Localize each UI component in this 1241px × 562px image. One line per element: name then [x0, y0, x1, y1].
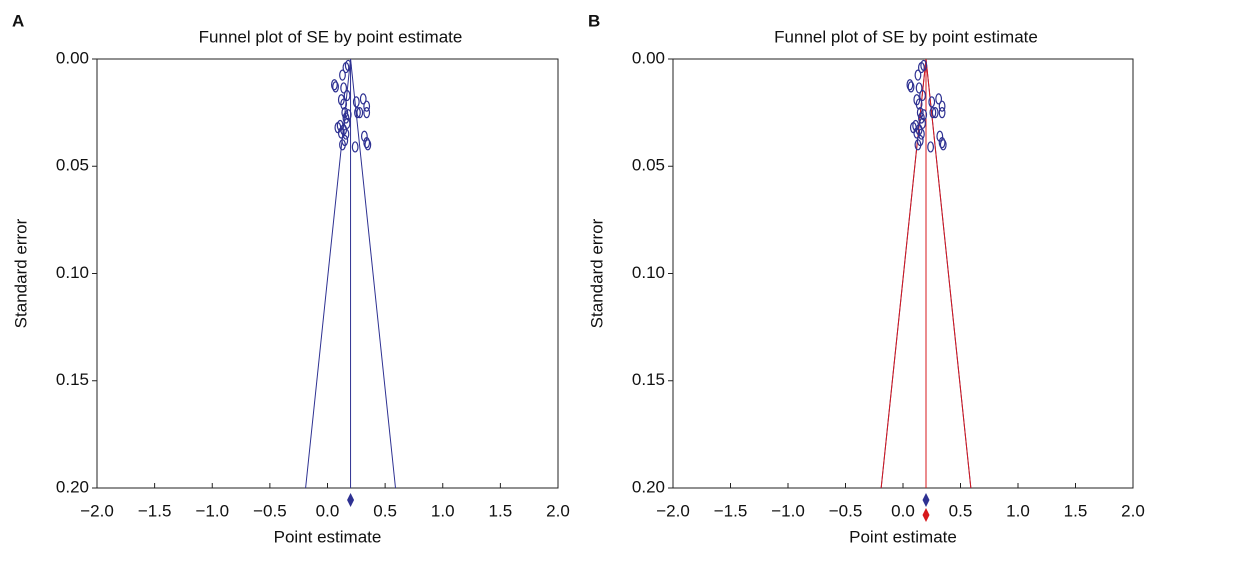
study-point	[341, 107, 349, 119]
study-point	[929, 107, 937, 119]
study-point	[359, 93, 367, 105]
study-point	[354, 107, 361, 119]
study-point	[907, 81, 915, 93]
y-tick-label: 0.00	[56, 48, 89, 67]
panel-label: B	[588, 11, 600, 30]
study-point	[332, 81, 339, 93]
x-tick-label: 1.5	[489, 501, 513, 520]
y-tick-label: 0.15	[632, 370, 665, 389]
x-tick-label: 1.5	[1064, 501, 1088, 520]
x-tick-label: 1.0	[431, 501, 455, 520]
study-point	[339, 69, 346, 81]
study-point	[342, 61, 350, 74]
study-point	[935, 93, 943, 105]
estimate-diamond	[922, 493, 930, 507]
y-tick-label: 0.00	[632, 48, 665, 67]
study-point	[337, 127, 345, 139]
study-point	[916, 134, 924, 147]
study-point	[343, 117, 351, 129]
x-tick-label: −1.5	[714, 501, 748, 520]
x-tick-label: 1.0	[1006, 501, 1030, 520]
x-tick-label: 2.0	[546, 501, 570, 520]
y-tick-label: 0.10	[632, 263, 665, 282]
y-tick-label: 0.20	[632, 477, 665, 496]
study-point	[938, 100, 946, 112]
study-point	[363, 137, 371, 149]
y-axis-label: Standard error	[11, 218, 30, 328]
study-point	[918, 128, 925, 140]
study-point	[920, 109, 928, 121]
study-point	[931, 107, 939, 119]
x-tick-label: −1.0	[195, 501, 229, 520]
x-tick-label: −1.5	[138, 501, 172, 520]
estimate-diamond	[347, 493, 355, 507]
y-tick-label: 0.05	[56, 156, 89, 175]
y-tick-label: 0.10	[56, 263, 89, 282]
study-point	[341, 134, 349, 147]
study-point	[938, 107, 946, 119]
study-point	[913, 127, 921, 139]
study-point	[914, 69, 922, 81]
x-tick-label: 0.5	[949, 501, 973, 520]
study-point	[364, 139, 372, 151]
study-point	[342, 128, 350, 140]
funnel-edge	[305, 58, 352, 489]
study-point	[352, 96, 360, 108]
study-point	[331, 79, 338, 91]
x-tick-label: −0.5	[253, 501, 287, 520]
study-point	[343, 89, 351, 102]
study-point	[915, 98, 923, 110]
study-point	[918, 61, 925, 74]
y-axis-label: Standard error	[587, 218, 606, 328]
x-tick-label: 2.0	[1121, 501, 1145, 520]
funnel-edge	[880, 58, 927, 489]
study-point	[919, 117, 926, 129]
study-point	[363, 107, 371, 119]
funnel-edge	[350, 58, 396, 489]
x-axis-label: Point estimate	[849, 527, 957, 546]
plot-frame	[96, 58, 559, 489]
y-tick-label: 0.20	[56, 477, 89, 496]
study-point	[344, 109, 352, 121]
y-tick-label: 0.05	[632, 156, 665, 175]
plot-frame	[672, 58, 1134, 489]
x-tick-label: −0.5	[829, 501, 863, 520]
study-point	[351, 141, 359, 153]
panel-label: A	[12, 11, 24, 30]
estimate-diamond	[922, 508, 930, 522]
study-point	[356, 107, 364, 119]
study-point	[927, 141, 934, 153]
study-point	[928, 96, 936, 108]
study-point	[340, 82, 348, 94]
x-tick-label: 0.5	[373, 501, 397, 520]
x-axis-label: Point estimate	[274, 527, 382, 546]
funnel-edge	[925, 58, 972, 489]
study-point	[363, 100, 371, 112]
study-point	[915, 82, 923, 94]
x-tick-label: 0.0	[891, 501, 915, 520]
chart-title: Funnel plot of SE by point estimate	[774, 27, 1038, 46]
study-point	[340, 98, 348, 110]
x-tick-label: 0.0	[316, 501, 340, 520]
y-tick-label: 0.15	[56, 370, 89, 389]
study-point	[919, 89, 926, 102]
study-point	[938, 137, 946, 149]
study-point	[906, 79, 914, 91]
study-point	[916, 107, 924, 119]
x-tick-label: −1.0	[771, 501, 805, 520]
x-tick-label: −2.0	[80, 501, 114, 520]
x-tick-label: −2.0	[656, 501, 690, 520]
study-point	[939, 139, 947, 151]
chart-title: Funnel plot of SE by point estimate	[199, 27, 463, 46]
